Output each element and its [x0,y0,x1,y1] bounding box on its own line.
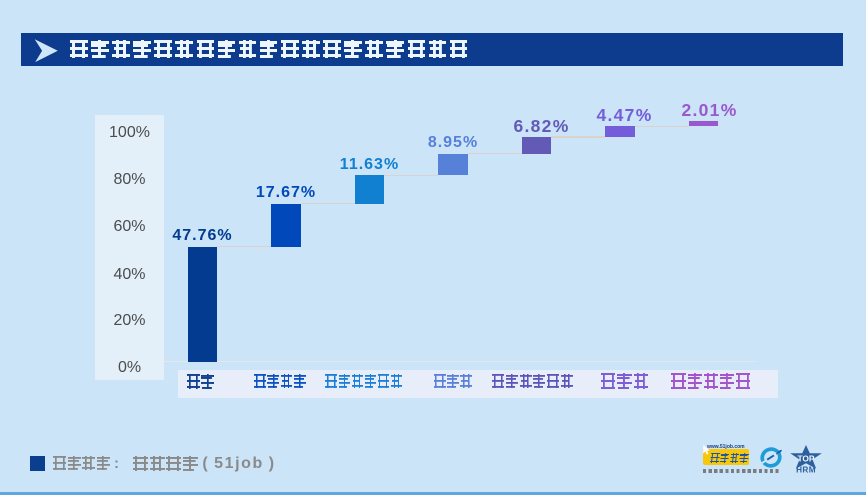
svg-text:HRM: HRM [796,465,816,474]
svg-text:TOP: TOP [797,453,814,463]
